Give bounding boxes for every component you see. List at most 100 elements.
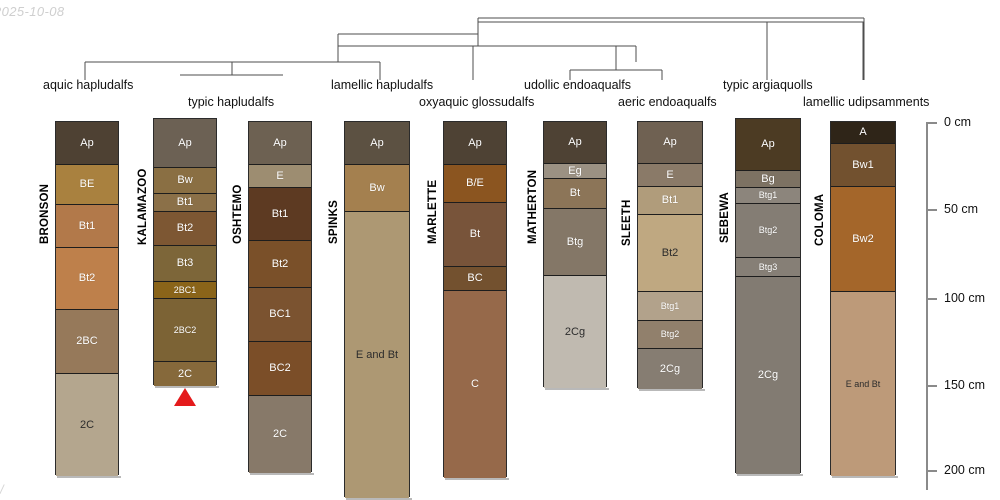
soil-horizon[interactable]: 2Cg [638,349,702,389]
soil-horizon[interactable]: Btg [544,209,606,276]
soil-horizon[interactable]: E and Bt [831,292,895,476]
soil-horizon[interactable]: Ap [444,122,506,165]
soil-horizon[interactable]: Bt1 [154,194,216,212]
profile-base-shadow [346,498,412,500]
horizon-label: 2Cg [659,362,681,375]
soil-horizon[interactable]: E [249,165,311,188]
soil-horizon[interactable]: 2BC2 [154,299,216,362]
soil-horizon[interactable]: Ap [638,122,702,164]
horizon-label: Btg3 [758,261,778,272]
soil-horizon[interactable]: Bt2 [249,241,311,288]
horizon-label: Eg [568,164,582,177]
soil-horizon[interactable]: Ap [736,119,800,171]
profile-base-shadow [545,388,609,390]
profile-base-shadow [445,478,509,480]
horizon-label: 2C [79,418,95,431]
soil-horizon[interactable]: Bt2 [638,215,702,292]
horizon-label: E and Bt [845,378,881,389]
horizon-label: 2C [272,428,288,440]
soil-horizon[interactable]: 2BC1 [154,282,216,299]
soil-horizon[interactable]: Bw [345,165,409,212]
soil-horizon[interactable]: Bt [444,203,506,267]
profile-base-shadow [832,476,898,478]
horizon-label: Bt2 [78,272,96,284]
soil-horizon[interactable]: Bt2 [56,248,118,310]
profile-series-name: MATHERTON [527,169,539,244]
horizon-label: Btg1 [660,300,680,311]
dendrogram-leaf-7: lamellic udipsamments [803,95,930,109]
soil-horizon[interactable]: Ap [249,122,311,165]
horizon-label: Ap [663,136,677,148]
depth-tick-mark [926,385,937,387]
soil-horizon[interactable]: Bw1 [831,144,895,187]
soil-horizon[interactable]: E [638,164,702,187]
soil-horizon[interactable]: Ap [154,119,216,168]
soil-horizon[interactable]: 2C [56,374,118,476]
soil-horizon[interactable]: Eg [544,164,606,179]
soil-horizon[interactable]: B/E [444,165,506,203]
soil-horizon[interactable]: Btg1 [736,188,800,204]
profile-series-name: SLEETH [621,199,633,246]
soil-horizon[interactable]: 2Cg [544,276,606,388]
horizon-label: 2BC1 [173,284,197,295]
horizon-label: Ap [761,138,775,150]
horizon-label: Bw1 [852,158,874,171]
soil-horizon[interactable]: C [444,291,506,478]
horizon-label: B/E [466,177,484,189]
soil-horizon[interactable]: 2Cg [736,277,800,474]
profile-column: Ap E Bt1 Bt2 Btg1 Btg2 2Cg [637,121,703,389]
dendrogram-leaf-2: lamellic hapludalfs [331,78,434,92]
soil-horizon[interactable]: Bt3 [154,246,216,282]
soil-horizon[interactable]: Bt1 [638,187,702,215]
soil-horizon[interactable]: Btg2 [638,321,702,349]
soil-horizon[interactable]: Btg1 [638,292,702,321]
depth-tick-label: 50 cm [944,202,979,216]
horizon-label: E [666,168,674,181]
horizon-label: Bw [369,181,385,194]
profile-base-shadow [155,386,219,388]
dendrogram-leaf-6: typic argiaquolls [723,78,813,92]
soil-horizon[interactable]: 2C [154,362,216,386]
horizon-label: Bt [569,187,581,199]
soil-horizon[interactable]: BC1 [249,288,311,342]
soil-horizon[interactable]: Bt [544,179,606,209]
dendrogram-leaf-5: aeric endoaqualfs [618,95,717,109]
soil-horizon[interactable]: A [831,122,895,144]
soil-horizon[interactable]: Ap [56,122,118,165]
soil-horizon[interactable]: Bw [154,168,216,194]
soil-horizon[interactable]: Bg [736,171,800,188]
horizon-label: Btg2 [660,329,680,339]
horizon-label: Ap [370,136,384,149]
horizon-label: BE [79,178,95,190]
soil-horizon[interactable]: Bt2 [154,212,216,246]
horizon-label: Ap [178,136,192,149]
horizon-label: Bw2 [852,232,874,245]
soil-horizon[interactable]: Btg3 [736,258,800,277]
horizon-label: 2Cg [564,325,586,338]
soil-horizon[interactable]: 2C [249,396,311,473]
soil-horizon[interactable]: BE [56,165,118,205]
soil-horizon[interactable]: Ap [544,122,606,164]
soil-horizon[interactable]: BC2 [249,342,311,396]
soil-horizon[interactable]: BC [444,267,506,291]
watermark-date: 2025-10-08 [0,4,65,19]
soil-horizon[interactable]: Bw2 [831,187,895,292]
horizon-label: BC2 [269,362,291,374]
soil-horizon[interactable]: Btg2 [736,204,800,258]
soil-horizon[interactable]: Bt1 [56,205,118,248]
depth-tick-mark [926,209,937,211]
soil-horizon[interactable]: E and Bt [345,212,409,498]
soil-horizon[interactable]: Ap [345,122,409,165]
horizon-label: 2C [177,367,193,380]
soil-horizon[interactable]: Bt1 [249,188,311,241]
profile-base-shadow [57,476,121,478]
corner-mark: / [0,482,4,497]
profile-series-name: KALAMAZOO [137,168,149,245]
horizon-label: BC1 [269,308,291,320]
soil-horizon[interactable]: 2BC [56,310,118,374]
horizon-label: E [276,169,284,182]
depth-tick-label: 150 cm [944,378,985,392]
horizon-label: 2Cg [757,369,779,381]
horizon-label: C [471,378,479,390]
